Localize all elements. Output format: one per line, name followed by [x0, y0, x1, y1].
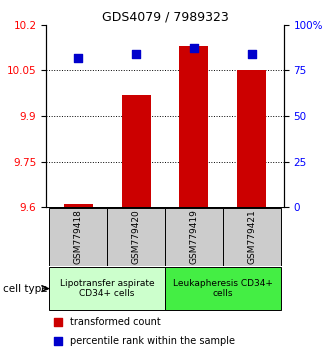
Text: GSM779420: GSM779420: [132, 210, 141, 264]
Point: [55, 338, 61, 343]
Point: [76, 55, 81, 61]
Text: transformed count: transformed count: [70, 317, 161, 327]
Point: [133, 51, 139, 57]
Point: [191, 46, 197, 51]
Text: percentile rank within the sample: percentile rank within the sample: [70, 336, 235, 346]
Text: GSM779419: GSM779419: [189, 210, 198, 264]
Text: Leukapheresis CD34+
cells: Leukapheresis CD34+ cells: [173, 279, 273, 298]
Text: GSM779418: GSM779418: [74, 210, 82, 264]
Bar: [121, 95, 150, 207]
Point: [55, 320, 61, 325]
Bar: [165, 209, 223, 266]
Text: Lipotransfer aspirate
CD34+ cells: Lipotransfer aspirate CD34+ cells: [60, 279, 154, 298]
Bar: [107, 209, 165, 266]
Text: GSM779421: GSM779421: [248, 210, 256, 264]
Bar: [223, 209, 280, 266]
Bar: [50, 267, 165, 310]
Title: GDS4079 / 7989323: GDS4079 / 7989323: [102, 11, 228, 24]
Bar: [64, 204, 92, 207]
Bar: [50, 209, 107, 266]
Bar: [238, 70, 266, 207]
Point: [249, 51, 254, 57]
Text: cell type: cell type: [3, 284, 48, 293]
Bar: [180, 46, 209, 207]
Bar: [165, 267, 280, 310]
